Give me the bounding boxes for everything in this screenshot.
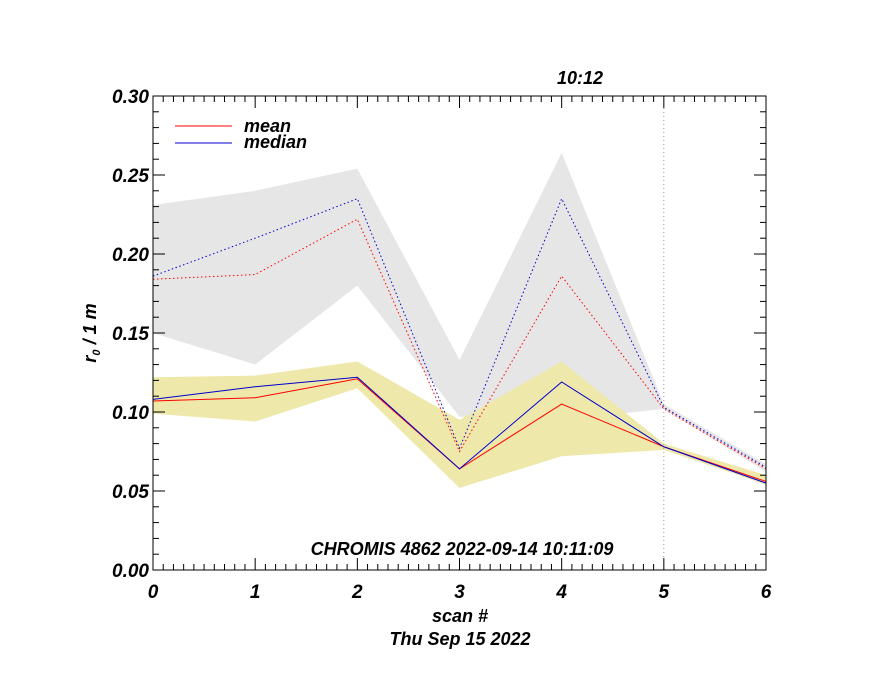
y-axis-label-tail: / 1 m	[80, 303, 100, 349]
date-label: Thu Sep 15 2022	[389, 629, 530, 649]
y-tick-label: 0.10	[112, 403, 149, 424]
upper-range-band	[153, 152, 766, 473]
y-tick-label: 0.30	[112, 87, 149, 108]
x-tick-label: 6	[761, 582, 772, 603]
plot-frame	[152, 95, 767, 571]
legend-mean-label: mean	[244, 116, 291, 136]
series-lines	[152, 197, 767, 484]
tick-labels: 0 1 2 3 4 5 6 0.00 0.05 0.10 0.15 0.20 0.25 0.30	[112, 87, 772, 603]
top-time-label: 10:12	[557, 68, 603, 88]
x-tick-label: 3	[454, 582, 465, 603]
y-axis-label-subscript: 0	[91, 349, 103, 356]
legend-median-label: median	[244, 132, 307, 152]
axis-ticks	[152, 95, 767, 571]
range-bands	[153, 152, 766, 488]
median-high-line	[152, 197, 767, 468]
lower-range-band	[153, 361, 766, 488]
median-low-line	[152, 376, 767, 484]
x-tick-label: 5	[659, 582, 670, 603]
x-tick-label: 4	[555, 582, 567, 603]
x-tick-label: 1	[250, 582, 261, 603]
y-tick-label: 0.25	[112, 166, 149, 187]
y-tick-label: 0.00	[112, 561, 149, 582]
y-tick-label: 0.20	[112, 245, 149, 266]
x-axis-label: scan #	[432, 606, 488, 626]
y-tick-label: 0.15	[112, 324, 149, 345]
legend: mean median	[175, 116, 307, 152]
y-tick-label: 0.05	[112, 482, 149, 503]
x-tick-label: 0	[148, 582, 159, 603]
chart-annotation: CHROMIS 4862 2022-09-14 10:11:09	[311, 539, 614, 559]
y-axis-label: r0 / 1 m	[80, 303, 103, 362]
x-tick-label: 2	[351, 582, 363, 603]
y-axis-label-main: r	[80, 355, 100, 363]
mean-high-line	[152, 218, 767, 470]
